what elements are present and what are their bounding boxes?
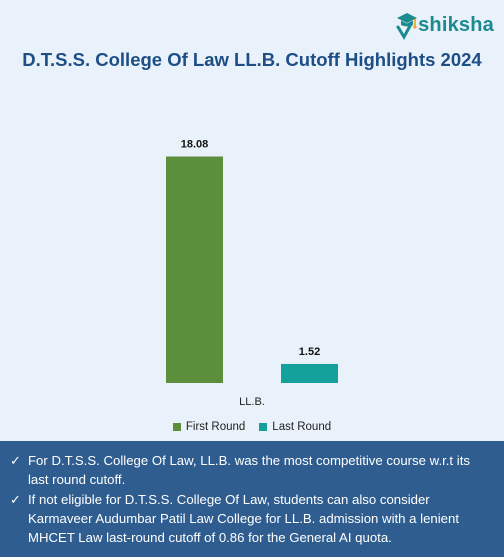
legend-swatch-last-round (259, 423, 268, 431)
chart-title: D.T.S.S. College Of Law LL.B. Cutoff Hig… (22, 49, 482, 70)
x-tick-label: LL.B. (239, 396, 265, 408)
legend-swatch-first-round (172, 423, 181, 431)
shiksha-logo: shiksha (394, 8, 494, 42)
data-label-last-round: 1.52 (299, 346, 320, 358)
legend-item-last-round: Last Round (259, 421, 331, 433)
insight-text-1: For D.T.S.S. College Of Law, LL.B. was t… (28, 453, 470, 487)
legend-label-last-round: Last Round (272, 421, 332, 433)
chart-legend: First Round Last Round (0, 421, 504, 433)
check-icon: ✓ (10, 492, 21, 507)
check-icon: ✓ (10, 453, 21, 468)
bar-chart: 18.08 1.52 LL.B. (166, 139, 338, 408)
insights-panel: ✓ For D.T.S.S. College Of Law, LL.B. was… (0, 441, 504, 557)
logo-text: shiksha (418, 13, 494, 36)
data-label-first-round: 18.08 (181, 139, 209, 151)
graduation-cap-icon (396, 13, 418, 41)
bar-first-round (166, 156, 223, 383)
insight-item: ✓ If not eligible for D.T.S.S. College O… (10, 490, 494, 547)
legend-item-first-round: First Round (172, 421, 246, 433)
legend-label-first-round: First Round (185, 421, 246, 433)
bar-last-round (281, 363, 338, 383)
insight-text-2: If not eligible for D.T.S.S. College Of … (28, 492, 460, 545)
chart-panel: shiksha D.T.S.S. College Of Law LL.B. Cu… (0, 8, 504, 433)
insight-item: ✓ For D.T.S.S. College Of Law, LL.B. was… (10, 451, 494, 489)
